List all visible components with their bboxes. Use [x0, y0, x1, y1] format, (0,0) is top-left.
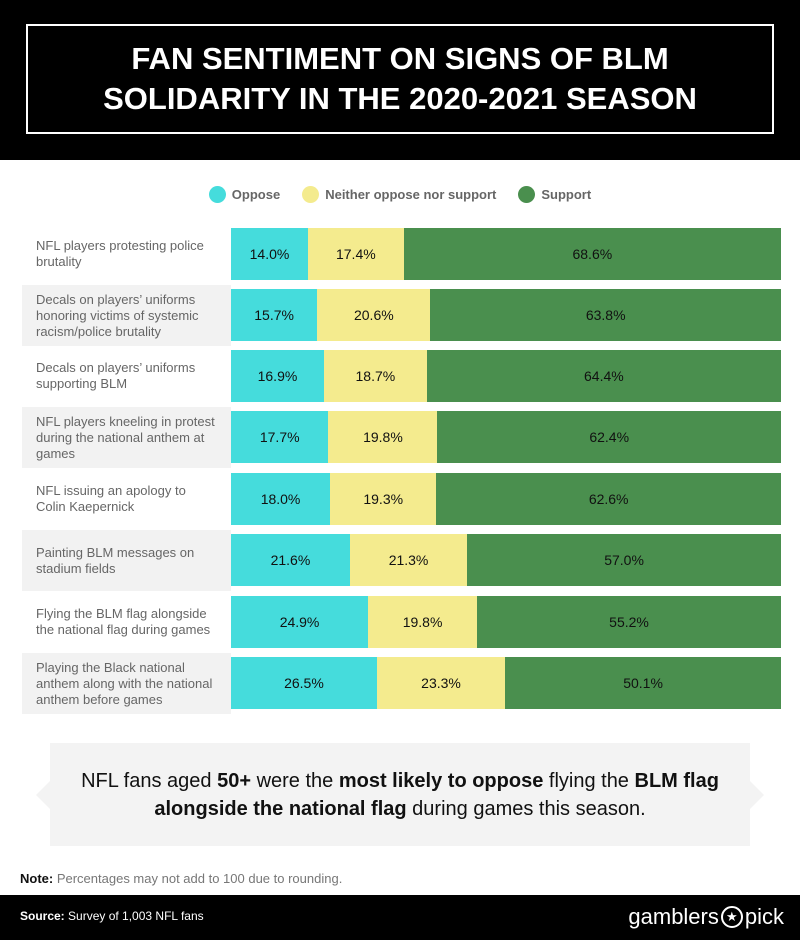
stacked-bar: 14.0% 17.4% 68.6% [231, 228, 781, 280]
stacked-bar: 16.9% 18.7% 64.4% [231, 350, 781, 402]
callout: NFL fans aged 50+ were the most likely t… [36, 743, 764, 846]
bar-row: Flying the BLM flag alongside the nation… [22, 596, 781, 648]
bar-segment-support: 50.1% [505, 657, 781, 709]
bar-row: NFL issuing an apology to Colin Kaeperni… [22, 473, 781, 525]
bar-segment-support: 62.6% [436, 473, 781, 525]
bar-segment-oppose: 21.6% [231, 534, 350, 586]
data-label: 17.7% [259, 429, 300, 445]
star-bubble-icon: ★ [720, 906, 743, 928]
footer: Source: Survey of 1,003 NFL fans gambler… [0, 895, 800, 940]
bar-segment-neither: 19.8% [328, 411, 438, 463]
legend-label: Neither oppose nor support [325, 187, 497, 202]
legend-item: Support [518, 186, 591, 203]
callout-text: NFL fans aged 50+ were the most likely t… [81, 769, 719, 820]
bar-segment-neither: 23.3% [376, 657, 506, 709]
bar-segment-support: 64.4% [426, 350, 781, 402]
bar-row: NFL players protesting police brutality 1… [22, 228, 781, 280]
category-label: NFL players kneeling in protest during t… [22, 407, 231, 468]
data-label: 21.3% [388, 552, 429, 568]
bar-segment-oppose: 24.9% [231, 596, 369, 648]
stacked-bar: 17.7% 19.8% 62.4% [231, 411, 781, 463]
category-label: Flying the BLM flag alongside the nation… [36, 606, 211, 637]
legend-label: Oppose [231, 187, 281, 202]
legend-item: Oppose [208, 186, 281, 203]
legend-swatch [518, 186, 536, 203]
bar-segment-support: 68.6% [403, 228, 781, 280]
stacked-bar: 18.0% 19.3% 62.6% [231, 473, 781, 525]
data-label: 23.3% [421, 675, 461, 691]
data-label: 15.7% [254, 307, 294, 323]
data-label: 21.6% [270, 552, 311, 568]
logo: gamblers ★ pick [628, 904, 784, 929]
header: FAN SENTIMENT ON SIGNS OF BLM SOLIDARITY… [0, 0, 800, 160]
stacked-bar: 24.9% 19.8% 55.2% [231, 596, 781, 648]
data-label: 16.9% [257, 368, 298, 384]
data-label: 19.3% [363, 491, 404, 507]
source: Source: Survey of 1,003 NFL fans [20, 909, 204, 923]
data-label: 57.0% [604, 552, 644, 568]
legend-swatch [302, 186, 320, 203]
data-label: 68.6% [572, 246, 613, 262]
category-label: Painting BLM messages on stadium fields [22, 530, 231, 591]
legend-label: Support [541, 187, 592, 202]
bar-segment-oppose: 14.0% [231, 228, 308, 280]
bar-segment-oppose: 26.5% [231, 657, 377, 709]
bar-row: Playing the Black national anthem along … [22, 653, 781, 714]
data-label: 17.4% [335, 246, 376, 262]
data-label: 20.6% [353, 307, 394, 323]
legend-swatch [208, 186, 226, 203]
category-label: Decals on players’ uniforms honoring vic… [22, 285, 231, 346]
category-label: NFL players protesting police brutality [36, 238, 204, 269]
data-label: 26.5% [284, 675, 324, 691]
stacked-bar: 26.5% 23.3% 50.1% [231, 657, 781, 709]
data-label: 55.2% [609, 614, 649, 630]
bar-row: Painting BLM messages on stadium fields 2… [22, 530, 781, 591]
data-label: 19.8% [363, 429, 403, 445]
bar-segment-neither: 17.4% [308, 228, 404, 280]
bar-segment-support: 57.0% [467, 534, 781, 586]
category-label: NFL issuing an apology to Colin Kaeperni… [36, 483, 186, 514]
data-label: 18.7% [355, 368, 396, 384]
bar-row: NFL players kneeling in protest during t… [22, 407, 781, 468]
bar-row: Decals on players’ uniforms honoring vic… [22, 285, 781, 346]
note: Note: Percentages may not add to 100 due… [20, 871, 343, 886]
category-label: Decals on players’ uniforms supporting B… [36, 360, 196, 391]
bar-segment-oppose: 16.9% [231, 350, 324, 402]
data-label: 50.1% [623, 675, 663, 691]
data-label: 14.0% [249, 246, 290, 262]
data-label: 24.9% [279, 614, 320, 630]
data-label: 62.6% [588, 491, 629, 507]
legend-item: Neither oppose nor support [302, 186, 496, 203]
bar-segment-support: 55.2% [477, 596, 781, 648]
bar-segment-neither: 19.3% [330, 473, 437, 525]
bar-segment-support: 62.4% [437, 411, 781, 463]
data-label: 19.8% [402, 614, 443, 630]
bar-segment-oppose: 18.0% [231, 473, 331, 525]
stacked-bar: 15.7% 20.6% 63.8% [231, 289, 781, 341]
data-label: 64.4% [584, 368, 624, 384]
bar-row: Decals on players’ uniforms supporting B… [22, 350, 781, 402]
category-label: Playing the Black national anthem along … [22, 653, 231, 714]
data-label: 18.0% [260, 491, 301, 507]
bar-segment-neither: 19.8% [368, 596, 478, 648]
data-label: 62.4% [589, 429, 630, 445]
legend: Oppose Neither oppose nor support Support [0, 186, 800, 203]
bar-segment-neither: 18.7% [323, 350, 427, 402]
bar-segment-support: 63.8% [430, 289, 781, 341]
chart-title: FAN SENTIMENT ON SIGNS OF BLM SOLIDARITY… [26, 24, 774, 134]
bar-segment-neither: 21.3% [349, 534, 468, 586]
data-label: 63.8% [585, 307, 626, 323]
bar-segment-neither: 20.6% [317, 289, 431, 341]
bar-segment-oppose: 17.7% [231, 411, 329, 463]
stacked-bar: 21.6% 21.3% 57.0% [231, 534, 781, 586]
bar-segment-oppose: 15.7% [231, 289, 318, 341]
